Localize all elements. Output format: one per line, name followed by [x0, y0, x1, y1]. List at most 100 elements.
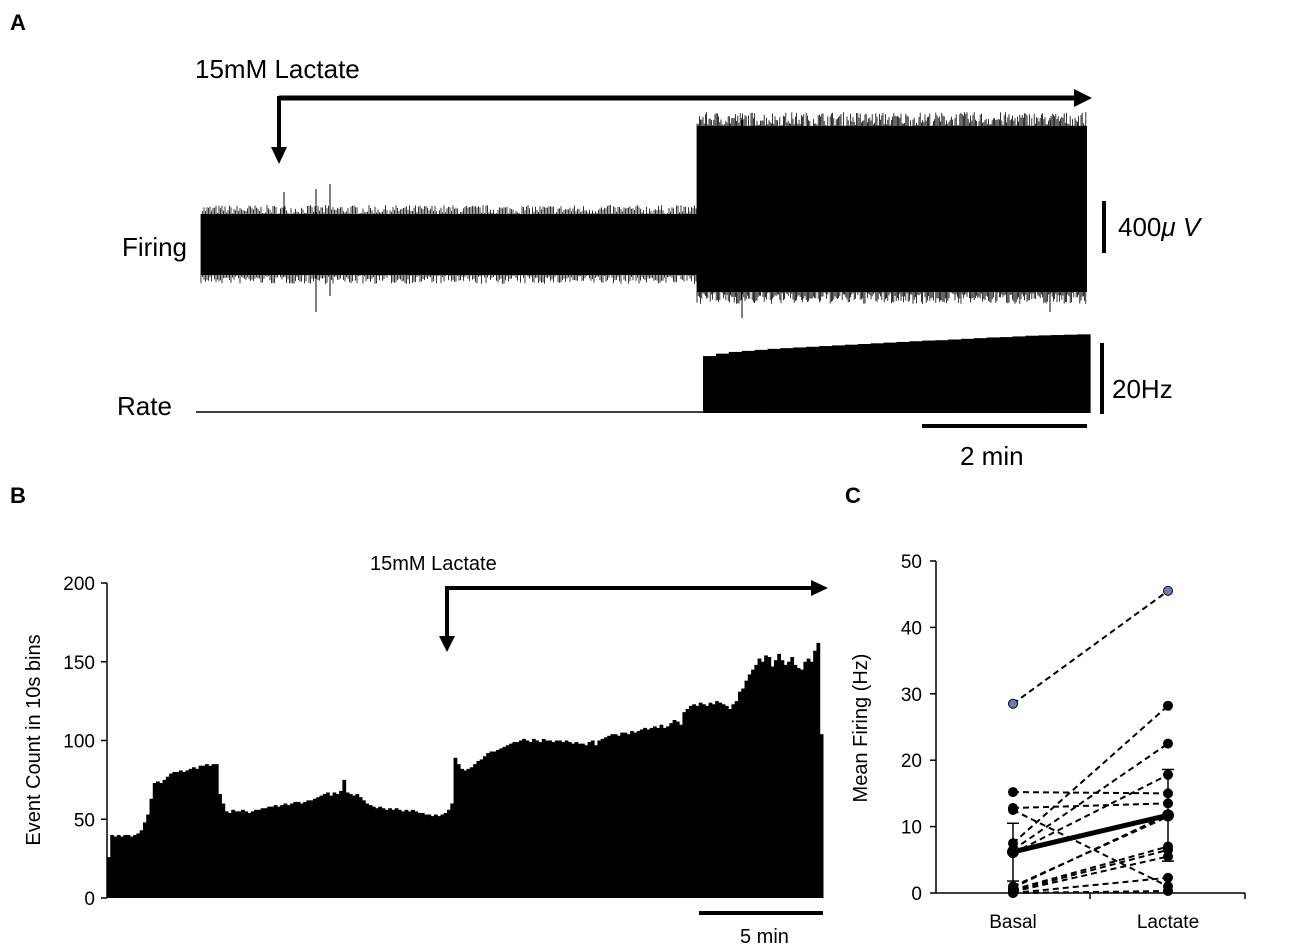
histogram-bar — [433, 814, 438, 898]
histogram-bar — [600, 738, 605, 898]
histogram-bar — [744, 680, 749, 898]
paired-line — [1012, 705, 1169, 844]
histogram-bar — [780, 660, 785, 898]
histogram-bar — [652, 726, 657, 898]
panel-a-label: A — [10, 10, 26, 35]
panel-b-y-tick-label: 0 — [84, 889, 95, 910]
histogram-bar — [241, 809, 245, 898]
histogram-bar — [708, 702, 713, 898]
histogram-bar — [656, 727, 661, 898]
histogram-bar — [672, 720, 677, 898]
rate-bar — [806, 346, 820, 413]
firing-noise — [200, 112, 1087, 304]
time-scale-label-b: 5 min — [740, 926, 789, 948]
histogram-bar — [303, 801, 307, 898]
panel-b-y-ticks: 0 50 100 150 200 — [63, 574, 107, 910]
histogram-bar — [509, 743, 513, 898]
histogram-bar — [322, 794, 327, 898]
panel-c-y-ticks: 0 10 20 30 40 50 — [901, 552, 936, 905]
paired-line — [1012, 773, 1169, 855]
histogram-bar — [299, 803, 304, 898]
histogram-bar — [123, 835, 128, 898]
histogram-bar — [113, 836, 118, 898]
histogram-bar — [244, 811, 249, 899]
histogram-bar — [378, 806, 383, 898]
histogram-bar — [270, 806, 275, 898]
panel-a: A 15mM Lactate Firing 400μ V Rate 20Hz 2… — [10, 10, 1203, 471]
panel-b-y-tick-label: 50 — [74, 810, 95, 831]
rate-bar — [819, 346, 833, 413]
histogram-bar — [505, 745, 510, 898]
histogram-bar — [754, 664, 759, 898]
histogram-bar — [675, 721, 680, 898]
rate-bar — [986, 337, 1001, 413]
histogram-bar — [185, 770, 190, 898]
histogram-bar — [564, 740, 569, 898]
rate-bar — [793, 347, 807, 413]
panel-c: C Mean Firing (Hz) 0 10 20 30 40 50 Basal Lac… — [845, 483, 1246, 933]
histogram-bar — [453, 757, 458, 898]
firing-trace-label: Firing — [122, 232, 187, 262]
firing-trace — [200, 112, 1087, 318]
histogram-bar — [420, 812, 425, 898]
rate-bar — [1064, 334, 1078, 413]
histogram-bar — [110, 835, 115, 898]
histogram-bar — [447, 809, 451, 898]
histogram-bar — [456, 764, 461, 899]
paired-line — [1012, 876, 1169, 894]
histogram-bar — [424, 814, 428, 898]
histogram-bar — [603, 737, 608, 898]
histogram-bar — [126, 835, 131, 898]
basal-point — [1008, 805, 1018, 815]
histogram-bar — [587, 742, 592, 898]
rate-bar — [767, 348, 781, 413]
paired-line — [1012, 848, 1169, 892]
histogram-bar — [283, 803, 288, 898]
histogram-bar — [607, 735, 611, 898]
histogram-bar — [512, 742, 517, 898]
histogram-bar — [152, 783, 157, 898]
histogram-bar — [528, 742, 533, 898]
histogram-bar — [518, 740, 523, 898]
rate-bar — [832, 345, 846, 413]
histogram-bar — [770, 666, 775, 898]
mean-point-lactate — [1162, 809, 1174, 822]
histogram-bar — [443, 812, 448, 898]
rate-bar — [728, 351, 743, 413]
panel-c-label: C — [845, 483, 861, 508]
histogram-bar — [649, 727, 654, 898]
rate-bar — [1038, 335, 1052, 414]
histogram-bar — [149, 798, 154, 898]
histogram-bar — [339, 790, 343, 898]
panel-c-paired-plot — [1007, 585, 1174, 898]
histogram-bar — [773, 660, 778, 898]
histogram-bar — [767, 657, 772, 898]
histogram-bar — [355, 794, 360, 898]
rate-bar — [715, 353, 730, 413]
paired-line — [1012, 742, 1169, 851]
panel-b-histogram — [107, 642, 824, 899]
panel-c-y-tick-label: 10 — [901, 818, 922, 839]
histogram-bar — [139, 830, 144, 898]
panel-c-y-tick-label: 20 — [901, 751, 922, 772]
histogram-bar — [741, 688, 746, 898]
histogram-bar — [711, 704, 716, 898]
histogram-bar — [120, 836, 124, 898]
histogram-bar — [721, 704, 726, 898]
histogram-bar — [731, 704, 736, 898]
rate-bar — [896, 341, 910, 413]
histogram-bar — [352, 795, 356, 899]
panel-b-y-tick-label: 100 — [63, 732, 95, 753]
histogram-bar — [247, 812, 252, 898]
histogram-bar — [211, 764, 216, 899]
histogram-bar — [218, 794, 222, 898]
histogram-bar — [522, 738, 526, 898]
histogram-bar — [577, 743, 582, 898]
lactate-point — [1163, 738, 1173, 749]
mean-line — [1012, 812, 1169, 855]
histogram-bar — [156, 781, 160, 898]
panel-b-stimulus-arrow — [439, 580, 828, 652]
paired-line — [1012, 590, 1169, 705]
histogram-bar — [819, 734, 824, 898]
rate-bar — [909, 341, 923, 413]
